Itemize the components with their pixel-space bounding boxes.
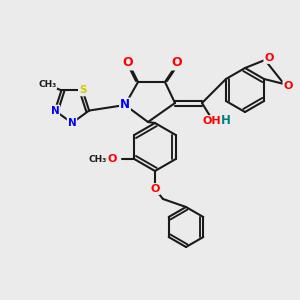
Text: CH₃: CH₃	[88, 154, 106, 164]
Text: O: O	[107, 154, 117, 164]
Text: O: O	[172, 56, 182, 70]
Text: N: N	[120, 98, 130, 112]
Text: O: O	[264, 53, 274, 63]
Text: S: S	[79, 85, 86, 95]
Text: O: O	[150, 184, 160, 194]
Text: N: N	[68, 118, 76, 128]
Text: OH: OH	[203, 116, 221, 126]
Text: O: O	[284, 81, 293, 91]
Text: O: O	[123, 56, 133, 70]
Text: N: N	[50, 106, 59, 116]
Text: CH₃: CH₃	[38, 80, 56, 89]
Text: H: H	[221, 115, 231, 128]
